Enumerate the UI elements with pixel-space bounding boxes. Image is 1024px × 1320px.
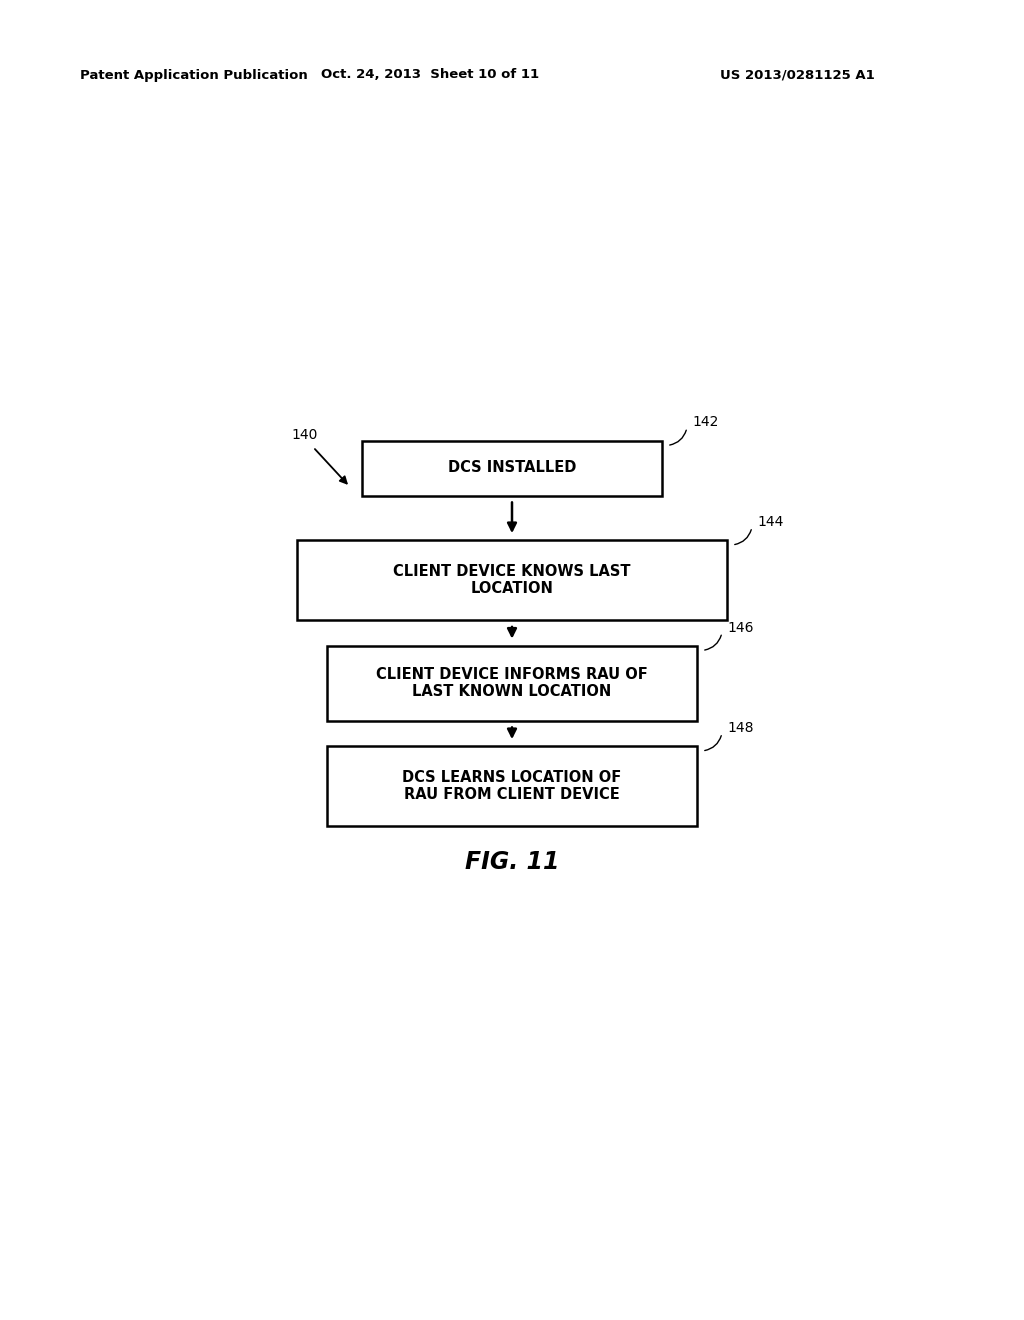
Text: Patent Application Publication: Patent Application Publication bbox=[80, 69, 308, 82]
Text: DCS INSTALLED: DCS INSTALLED bbox=[447, 461, 577, 475]
Text: DCS LEARNS LOCATION OF
RAU FROM CLIENT DEVICE: DCS LEARNS LOCATION OF RAU FROM CLIENT D… bbox=[402, 770, 622, 803]
Bar bbox=[327, 645, 697, 721]
Text: CLIENT DEVICE KNOWS LAST
LOCATION: CLIENT DEVICE KNOWS LAST LOCATION bbox=[393, 564, 631, 597]
Bar bbox=[327, 746, 697, 826]
Text: 144: 144 bbox=[757, 515, 783, 529]
Text: 148: 148 bbox=[727, 721, 754, 735]
Text: CLIENT DEVICE INFORMS RAU OF
LAST KNOWN LOCATION: CLIENT DEVICE INFORMS RAU OF LAST KNOWN … bbox=[376, 667, 648, 700]
Text: 146: 146 bbox=[727, 620, 754, 635]
Bar bbox=[297, 540, 727, 620]
Text: US 2013/0281125 A1: US 2013/0281125 A1 bbox=[720, 69, 874, 82]
Text: FIG. 11: FIG. 11 bbox=[465, 850, 559, 874]
Text: Oct. 24, 2013  Sheet 10 of 11: Oct. 24, 2013 Sheet 10 of 11 bbox=[321, 69, 539, 82]
Text: 140: 140 bbox=[292, 428, 318, 442]
Text: 142: 142 bbox=[692, 416, 719, 429]
Bar bbox=[362, 441, 662, 495]
